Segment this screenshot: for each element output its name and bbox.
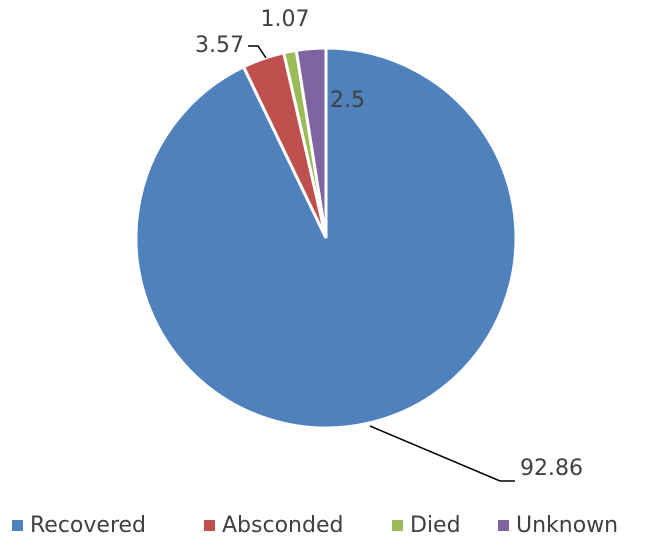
data-label: 92.86 [520,456,583,481]
legend-swatch [204,520,215,531]
legend-label: Recovered [30,513,146,538]
legend-swatch [12,520,23,531]
pie-slice [294,46,328,239]
leader-line [369,425,515,482]
legend-swatch [498,520,509,531]
data-label: 1.07 [261,7,310,32]
data-label: 3.57 [195,33,244,58]
legend-swatch [392,520,403,531]
leader-line [248,45,267,59]
legend-label: Absconded [222,513,343,538]
legend-label: Died [410,513,461,538]
data-label: 2.5 [330,88,365,113]
legend-label: Unknown [516,513,618,538]
